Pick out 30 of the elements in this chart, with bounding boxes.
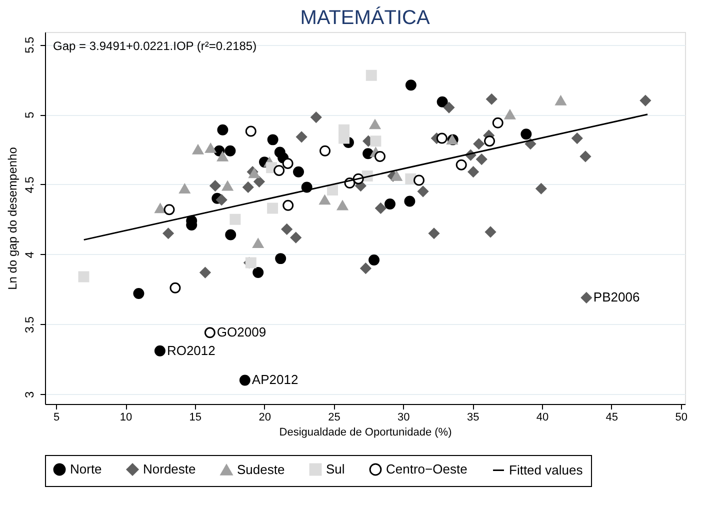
x-tick-label: 5	[54, 412, 60, 424]
chart-title: MATEMÁTICA	[300, 6, 430, 29]
y-tick-label: 5.5	[22, 36, 36, 54]
y-tick-label: 4.5	[22, 176, 36, 194]
legend-label: Fitted values	[509, 462, 584, 478]
x-tick-label: 45	[606, 412, 618, 424]
legend-label: Norte	[70, 462, 102, 477]
y-tick-label: 5	[22, 111, 36, 118]
annotation: AP2012	[252, 372, 298, 388]
y-tick-label: 3.5	[22, 316, 36, 334]
y-tick-label: 4	[22, 251, 36, 258]
annotation: PB2006	[593, 290, 640, 305]
annotation: Gap = 3.9491+0.0221.IOP (r²=0.2185)	[53, 39, 257, 53]
x-tick-label: 20	[258, 412, 271, 424]
x-tick-label: 40	[536, 412, 549, 424]
legend-label: Sul	[326, 462, 345, 477]
x-tick-label: 10	[120, 412, 132, 424]
legend-label: Sudeste	[237, 462, 285, 477]
annotation: GO2009	[216, 324, 266, 340]
legend-label: Centro−Oeste	[386, 462, 468, 477]
x-tick-label: 50	[675, 412, 688, 424]
y-axis-title: Ln do gap do desempenho	[6, 146, 20, 290]
x-tick-label: 30	[398, 412, 410, 424]
x-tick-label: 15	[189, 412, 202, 424]
x-tick-label: 25	[328, 412, 340, 424]
x-tick-label: 35	[466, 412, 480, 424]
y-tick-label: 3	[22, 391, 36, 398]
annotation: RO2012	[166, 342, 216, 358]
legend-label: Nordeste	[143, 462, 196, 477]
x-axis-title: Desigualdade de Oportunidade (%)	[279, 426, 452, 438]
